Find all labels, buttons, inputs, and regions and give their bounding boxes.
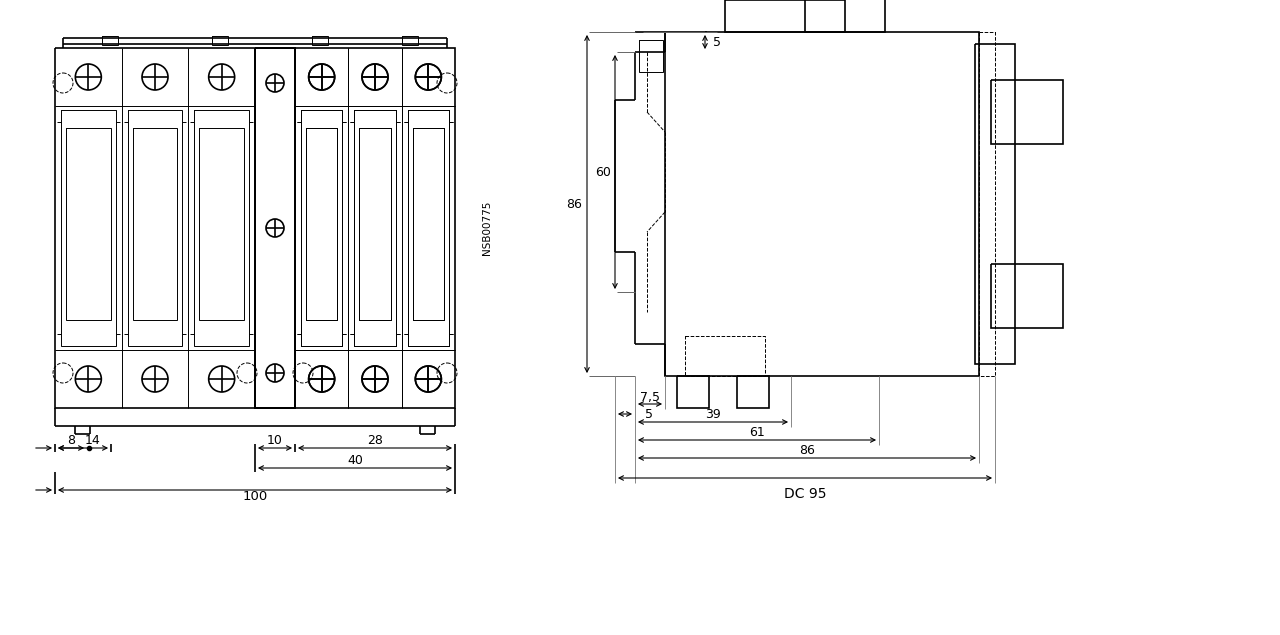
Text: 100: 100 [242,490,268,504]
Text: 61: 61 [749,427,765,439]
Text: 86: 86 [799,444,815,457]
Text: 10: 10 [268,434,283,446]
Text: 60: 60 [595,166,611,178]
Polygon shape [255,48,294,408]
Text: DC 95: DC 95 [783,487,827,501]
Text: 8: 8 [67,434,76,446]
Text: 5: 5 [645,408,653,420]
Text: 5: 5 [713,36,721,48]
Text: 40: 40 [347,453,364,467]
Polygon shape [255,48,294,408]
Text: 7,5: 7,5 [640,391,660,403]
Polygon shape [55,48,454,408]
Text: NSB00775: NSB00775 [483,201,492,255]
Text: 86: 86 [566,197,582,210]
Text: 39: 39 [705,408,721,422]
Text: 28: 28 [367,434,383,446]
Text: 14: 14 [86,434,101,446]
